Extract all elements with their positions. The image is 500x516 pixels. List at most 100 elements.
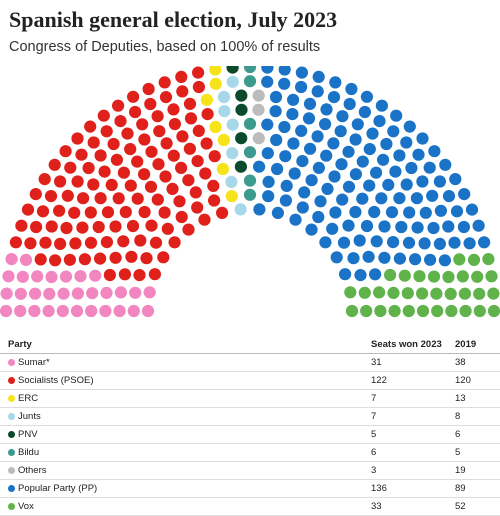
party-color-dot	[8, 449, 15, 456]
seat-dot	[405, 161, 418, 175]
seat-dot	[84, 206, 97, 219]
seat-dot	[175, 210, 188, 224]
seat-dot	[173, 195, 186, 208]
seat-dot	[175, 161, 188, 174]
seat-dot	[94, 149, 107, 162]
seat-dot	[302, 112, 316, 125]
seat-dot	[487, 287, 500, 300]
party-name: Socialists (PSOE)	[18, 375, 94, 386]
seat-dot	[378, 220, 391, 233]
party-color-dot	[8, 431, 15, 438]
seat-dot	[87, 136, 100, 149]
seat-dot	[69, 237, 82, 250]
seat-dot	[375, 192, 388, 205]
seat-dot	[356, 192, 369, 205]
seat-dot	[76, 221, 89, 234]
seat-dot	[471, 270, 484, 283]
seat-dot	[345, 82, 358, 96]
seat-dot	[121, 127, 134, 140]
seat-dot	[216, 162, 229, 176]
seat-dot	[389, 165, 402, 178]
seat-dot	[161, 222, 174, 235]
seat-dot	[400, 178, 413, 191]
seat-dot	[209, 120, 222, 134]
seat-dot	[252, 103, 265, 116]
seat-dot	[44, 190, 58, 203]
seat-dot	[459, 304, 472, 318]
seat-dot	[84, 120, 97, 133]
seat-dot	[70, 304, 84, 318]
seat-dot	[342, 180, 356, 193]
seat-dot	[34, 253, 47, 266]
seat-dot	[142, 82, 155, 96]
seat-dot	[330, 251, 343, 264]
results-table: Party Seats won 2023 2019 Sumar* 31 38 Soci…	[0, 333, 500, 516]
seat-dot	[400, 136, 413, 149]
seat-dot	[38, 173, 51, 186]
seat-dot	[478, 236, 491, 249]
seat-dot	[127, 304, 140, 318]
seat-dot	[360, 90, 373, 103]
seat-dot	[131, 192, 144, 205]
seat-dot	[98, 165, 111, 178]
seat-dot	[449, 173, 462, 186]
seat-dot	[314, 195, 327, 208]
seat-dot	[287, 93, 300, 106]
seat-dot	[49, 254, 62, 267]
seat-dot	[225, 175, 238, 188]
seat-dot	[117, 166, 130, 179]
seat-dot	[192, 80, 205, 94]
seat-dot	[99, 304, 112, 318]
seat-dot	[144, 180, 158, 193]
seat-dot	[9, 236, 22, 249]
party-color-dot	[8, 413, 15, 420]
party-color-dot	[8, 395, 15, 402]
seat-dot	[57, 287, 70, 300]
header-party: Party	[8, 339, 32, 350]
seat-dot	[226, 75, 239, 88]
seat-dot	[270, 133, 283, 147]
seat-dot	[208, 150, 221, 163]
seat-dot	[198, 213, 211, 226]
seat-dot	[143, 286, 156, 299]
seat-dot	[450, 205, 464, 218]
seat-dot	[148, 268, 161, 281]
seat-dot	[145, 219, 158, 232]
seat-dot	[261, 75, 274, 88]
seats-2023: 3	[371, 465, 377, 476]
seat-dot	[218, 105, 231, 118]
seat-dot	[416, 132, 429, 145]
table-row: Junts 7 8	[0, 408, 500, 426]
seat-dot	[402, 304, 415, 318]
seat-dot	[269, 105, 282, 118]
table-row: Popular Party (PP) 136 89	[0, 480, 500, 498]
seat-dot	[201, 108, 214, 121]
seat-dot	[458, 287, 471, 300]
seat-dot	[337, 236, 351, 249]
seat-dot	[354, 269, 367, 282]
seat-dot	[216, 206, 229, 219]
seat-dot	[444, 287, 457, 300]
seat-dot	[157, 251, 170, 264]
seat-dot	[458, 188, 471, 201]
seats-2023: 7	[371, 393, 377, 404]
seat-dot	[377, 153, 390, 166]
seat-dot	[373, 115, 386, 128]
seat-dot	[419, 206, 432, 219]
seat-dot	[84, 236, 98, 249]
seats-2023: 5	[371, 429, 377, 440]
seat-dot	[189, 186, 202, 199]
seat-dot	[243, 188, 257, 201]
seat-dot	[54, 237, 67, 250]
seat-dot	[295, 80, 308, 94]
seat-dot	[390, 109, 403, 122]
seat-dot	[209, 66, 222, 76]
seat-dot	[473, 287, 486, 300]
seat-dot	[167, 149, 180, 162]
seats-2019: 6	[455, 429, 461, 440]
seat-dot	[328, 170, 341, 183]
seat-dot	[24, 237, 37, 250]
seat-dot	[395, 220, 408, 234]
seat-dot	[63, 253, 76, 266]
seat-dot	[0, 304, 13, 318]
